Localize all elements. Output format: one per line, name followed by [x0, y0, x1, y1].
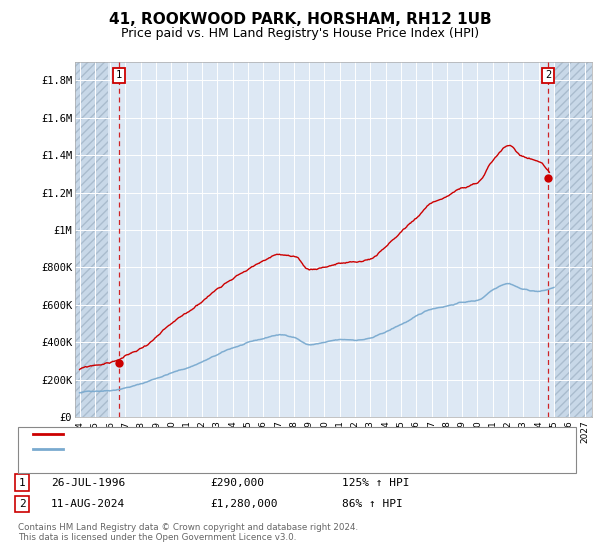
Text: 1: 1: [19, 478, 26, 488]
Bar: [75, 62, 107, 417]
Text: 2: 2: [545, 71, 551, 81]
Text: 41, ROOKWOOD PARK, HORSHAM, RH12 1UB: 41, ROOKWOOD PARK, HORSHAM, RH12 1UB: [109, 12, 491, 27]
Text: 41, ROOKWOOD PARK, HORSHAM, RH12 1UB (detached house): 41, ROOKWOOD PARK, HORSHAM, RH12 1UB (de…: [69, 429, 415, 439]
Text: 86% ↑ HPI: 86% ↑ HPI: [342, 499, 403, 509]
Text: 1: 1: [116, 71, 122, 81]
Text: 125% ↑ HPI: 125% ↑ HPI: [342, 478, 409, 488]
Bar: [554, 62, 592, 417]
Text: 2: 2: [19, 499, 26, 509]
Text: Contains HM Land Registry data © Crown copyright and database right 2024.
This d: Contains HM Land Registry data © Crown c…: [18, 523, 358, 543]
Text: Price paid vs. HM Land Registry's House Price Index (HPI): Price paid vs. HM Land Registry's House …: [121, 27, 479, 40]
Text: 11-AUG-2024: 11-AUG-2024: [51, 499, 125, 509]
Text: £1,280,000: £1,280,000: [210, 499, 277, 509]
Text: 26-JUL-1996: 26-JUL-1996: [51, 478, 125, 488]
Text: HPI: Average price, detached house, Horsham: HPI: Average price, detached house, Hors…: [69, 444, 321, 454]
Text: £290,000: £290,000: [210, 478, 264, 488]
